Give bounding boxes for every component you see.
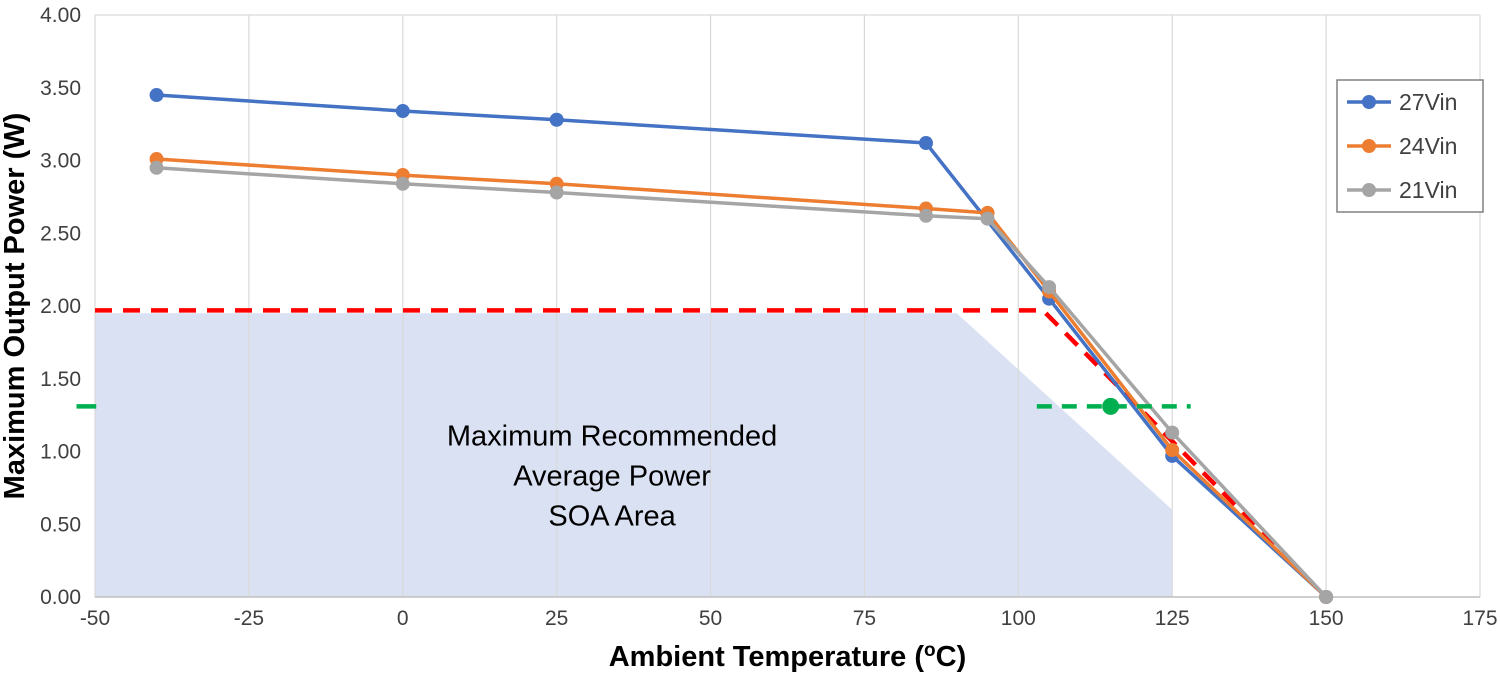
y-tick-label: 4.00 xyxy=(40,4,81,27)
y-tick-label: 2.00 xyxy=(40,295,81,318)
y-tick-label: 1.00 xyxy=(40,441,81,464)
y-tick-label: 0.50 xyxy=(40,513,81,536)
x-axis-title: Ambient Temperature (oC) xyxy=(609,640,967,673)
legend-marker-24Vin xyxy=(1362,139,1376,153)
x-tick-label: 150 xyxy=(1309,607,1344,630)
legend-marker-27Vin xyxy=(1362,95,1376,109)
soa-annotation-line: Average Power xyxy=(513,461,711,493)
y-tick-label: 1.50 xyxy=(40,368,81,391)
x-tick-label: 175 xyxy=(1462,607,1497,630)
series-marker-21Vin xyxy=(1165,425,1180,440)
x-tick-label: 25 xyxy=(545,607,568,630)
x-tick-label: 75 xyxy=(853,607,876,630)
y-tick-label: 3.50 xyxy=(40,77,81,100)
series-marker-21Vin xyxy=(919,208,933,223)
series-marker-21Vin xyxy=(149,160,164,175)
y-tick-label: 2.50 xyxy=(40,222,81,245)
series-marker-27Vin xyxy=(395,104,410,119)
y-tick-label: 3.00 xyxy=(40,150,81,173)
series-marker-27Vin xyxy=(549,112,564,127)
series-marker-21Vin xyxy=(1042,280,1057,295)
soa-annotation-line: SOA Area xyxy=(548,501,676,533)
y-axis-title: Maximum Output Power (W) xyxy=(0,113,31,500)
legend-label-27Vin: 27Vin xyxy=(1399,89,1457,115)
series-marker-21Vin xyxy=(395,176,410,191)
series-marker-21Vin xyxy=(549,185,564,200)
series-marker-27Vin xyxy=(919,136,933,151)
legend-marker-21Vin xyxy=(1362,183,1376,197)
green-operating-point-marker xyxy=(1102,397,1120,415)
x-tick-label: 125 xyxy=(1155,607,1190,630)
x-tick-label: -25 xyxy=(234,607,264,630)
series-marker-21Vin xyxy=(1319,590,1334,604)
red-limit-dashed-line xyxy=(95,308,1328,599)
y-tick-label: 0.00 xyxy=(40,586,81,609)
soa-annotation-line: Maximum Recommended xyxy=(447,421,777,453)
soa-shaded-region xyxy=(95,313,1173,597)
series-line-24Vin xyxy=(156,157,1328,599)
legend-label-21Vin: 21Vin xyxy=(1399,177,1457,203)
legend-label-24Vin: 24Vin xyxy=(1399,133,1457,159)
series-marker-21Vin xyxy=(980,211,995,226)
x-tick-label: 100 xyxy=(1001,607,1036,630)
series-marker-24Vin xyxy=(1165,443,1180,458)
x-tick-label: -50 xyxy=(80,607,110,630)
x-tick-label: 0 xyxy=(397,607,409,630)
series-marker-27Vin xyxy=(149,88,164,103)
x-tick-label: 50 xyxy=(699,607,722,630)
